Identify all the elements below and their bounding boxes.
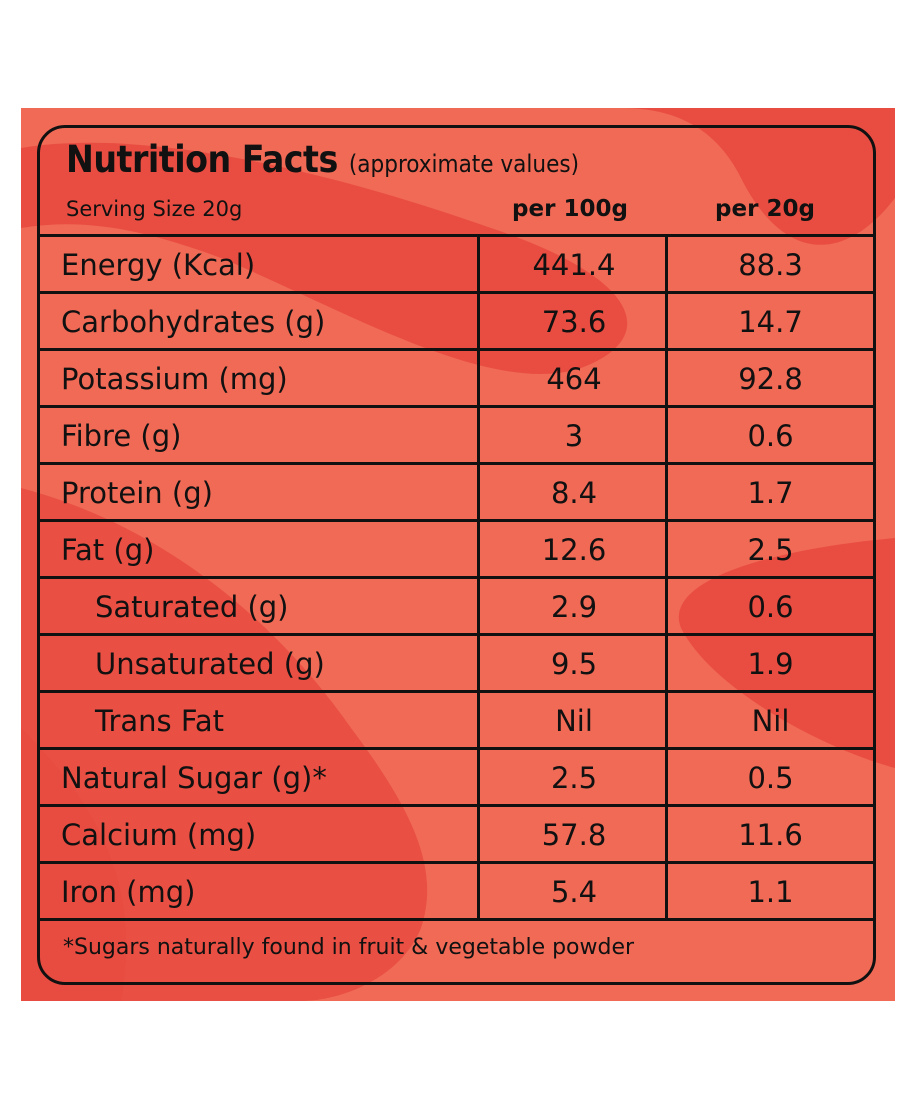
value-per-20g: 11.6 [665,807,873,861]
table-row: Iron (mg) 5.4 1.1 [37,864,876,921]
value-per-20g: Nil [665,693,873,747]
column-header-per-100g: per 100g [512,196,628,222]
value-per-100g: 8.4 [477,465,668,519]
nutrition-table: Energy (Kcal) 441.4 88.3 Carbohydrates (g) 7… [37,234,876,921]
value-per-100g: 441.4 [477,237,668,291]
nutrient-name: Trans Fat [95,704,225,738]
table-row: Natural Sugar (g)* 2.5 0.5 [37,750,876,807]
value-per-20g: 0.6 [665,579,873,633]
value-per-20g: 14.7 [665,294,873,348]
footnote: *Sugars naturally found in fruit & veget… [63,935,635,960]
value-per-100g: 12.6 [477,522,668,576]
nutrient-name: Fat (g) [61,533,155,567]
value-per-20g: 0.5 [665,750,873,804]
table-row: Calcium (mg) 57.8 11.6 [37,807,876,864]
value-per-100g: 73.6 [477,294,668,348]
table-row: Unsaturated (g) 9.5 1.9 [37,636,876,693]
value-per-100g: 57.8 [477,807,668,861]
value-per-100g: 2.5 [477,750,668,804]
value-per-100g: 2.9 [477,579,668,633]
nutrient-name: Potassium (mg) [61,362,288,396]
subtitle-text: (approximate values) [348,150,580,178]
value-per-20g: 0.6 [665,408,873,462]
nutrient-name: Unsaturated (g) [95,647,325,681]
serving-size: Serving Size 20g [66,197,243,221]
value-per-100g: 5.4 [477,864,668,918]
decorative-swirl [21,108,895,1001]
value-per-100g: Nil [477,693,668,747]
value-per-20g: 1.9 [665,636,873,690]
value-per-20g: 1.1 [665,864,873,918]
nutrient-name: Saturated (g) [95,590,289,624]
table-row: Fibre (g) 3 0.6 [37,408,876,465]
column-header-per-20g: per 20g [715,196,815,222]
table-row: Saturated (g) 2.9 0.6 [37,579,876,636]
nutrition-title: Nutrition Facts (approximate values) [66,138,579,181]
value-per-20g: 2.5 [665,522,873,576]
nutrient-name: Fibre (g) [61,419,182,453]
table-row: Carbohydrates (g) 73.6 14.7 [37,294,876,351]
table-row: Potassium (mg) 464 92.8 [37,351,876,408]
nutrient-name: Energy (Kcal) [61,248,256,282]
title-text: Nutrition Facts [66,138,338,181]
table-row: Protein (g) 8.4 1.7 [37,465,876,522]
nutrient-name: Natural Sugar (g)* [61,761,327,795]
table-row: Energy (Kcal) 441.4 88.3 [37,237,876,294]
nutrient-name: Carbohydrates (g) [61,305,326,339]
value-per-20g: 92.8 [665,351,873,405]
table-row: Fat (g) 12.6 2.5 [37,522,876,579]
label-background [21,108,895,1001]
nutrient-name: Protein (g) [61,476,213,510]
value-per-20g: 1.7 [665,465,873,519]
value-per-20g: 88.3 [665,237,873,291]
value-per-100g: 3 [477,408,668,462]
value-per-100g: 464 [477,351,668,405]
table-row: Trans Fat Nil Nil [37,693,876,750]
nutrition-facts-card [37,125,876,985]
value-per-100g: 9.5 [477,636,668,690]
nutrient-name: Calcium (mg) [61,818,257,852]
nutrient-name: Iron (mg) [61,875,196,909]
